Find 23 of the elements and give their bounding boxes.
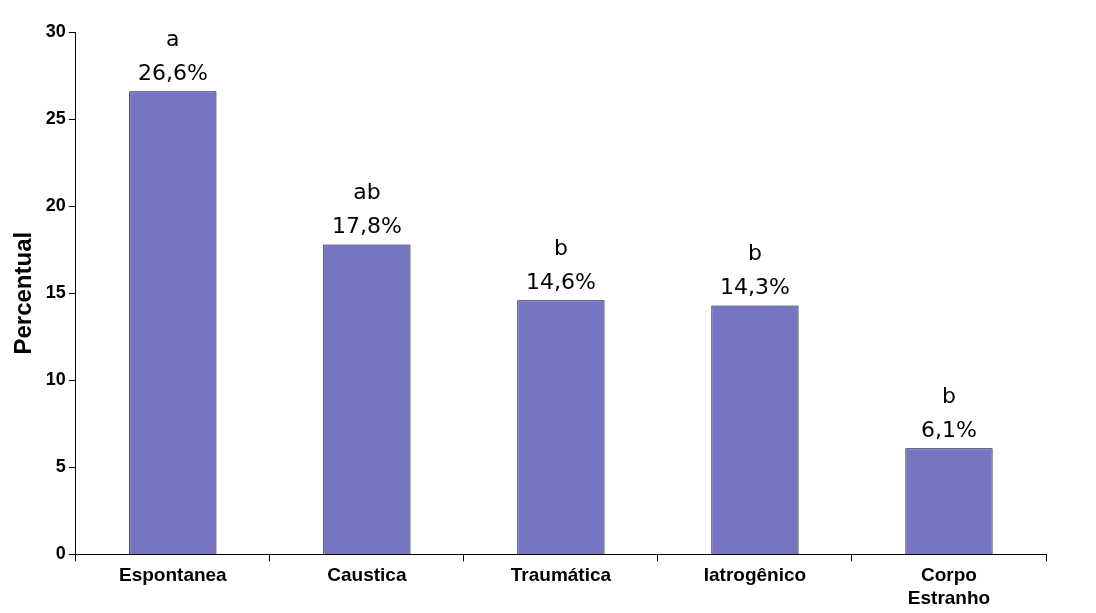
- y-tick-label: 10: [45, 369, 66, 390]
- data-label: 6,1%: [921, 416, 977, 442]
- annotation: a: [166, 25, 180, 51]
- data-label: 14,3%: [720, 274, 790, 300]
- x-tick-label: Corpo Estranho: [907, 564, 991, 608]
- x-tick-label: Traumática: [510, 564, 612, 586]
- annotation: ab: [353, 179, 381, 205]
- x-tick-label: Caustica: [327, 564, 407, 586]
- x-tick-label: Espontanea: [118, 564, 228, 586]
- y-tick-label: 0: [55, 543, 66, 564]
- y-tick-label: 20: [45, 195, 66, 216]
- y-tick-label: 15: [45, 282, 66, 303]
- annotation: b: [942, 382, 956, 408]
- y-tick-label: 5: [55, 456, 66, 477]
- y-tick-label: 25: [45, 108, 66, 129]
- y-axis-title: Percentual: [9, 231, 37, 355]
- data-label: 17,8%: [331, 213, 402, 239]
- annotation: b: [553, 234, 568, 260]
- annotation: b: [747, 240, 762, 266]
- x-tick-label: Iatrogênico: [703, 564, 807, 586]
- data-label: 14,6%: [525, 268, 596, 294]
- y-tick-label: 30: [45, 20, 66, 41]
- data-label: 26,6%: [137, 59, 208, 85]
